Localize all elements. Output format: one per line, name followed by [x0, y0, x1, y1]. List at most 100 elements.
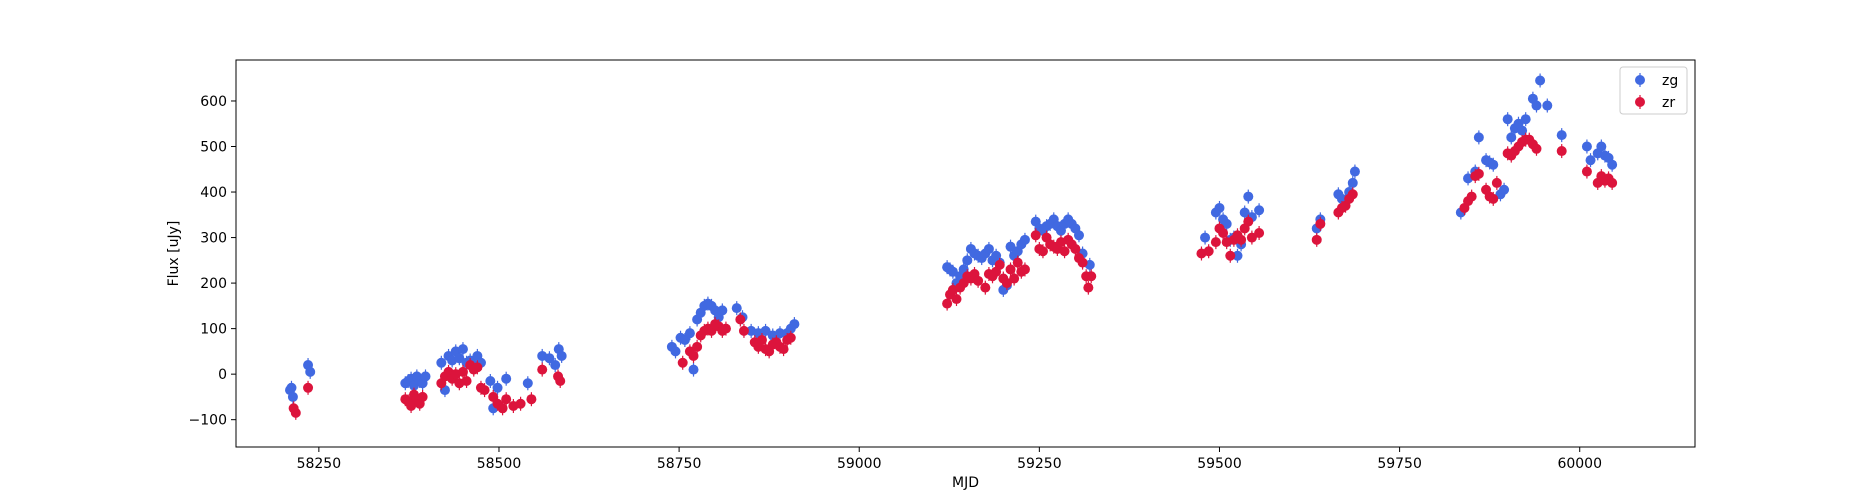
data-point	[472, 362, 483, 373]
data-point	[1218, 228, 1229, 239]
y-tick-label: 100	[200, 322, 227, 338]
series-zr	[288, 132, 1618, 420]
data-point	[555, 375, 566, 386]
data-point	[485, 375, 496, 386]
data-point	[454, 353, 465, 364]
y-tick-label: 600	[200, 94, 227, 110]
legend-label: zg	[1662, 73, 1678, 89]
data-point	[1001, 278, 1012, 289]
x-axis-ticks: 58250 58500 58750 59000 59250 59500 59750 60000	[297, 447, 1602, 472]
data-point	[1520, 114, 1531, 125]
data-point	[461, 375, 472, 386]
data-point	[973, 275, 984, 286]
x-tick-label: 58750	[657, 456, 702, 472]
data-point	[942, 298, 953, 309]
data-point	[1236, 234, 1247, 245]
data-point	[679, 335, 690, 346]
data-point	[774, 328, 785, 339]
data-point	[720, 323, 731, 334]
data-point	[717, 305, 728, 316]
x-tick-label: 58250	[297, 456, 342, 472]
data-point	[526, 394, 537, 405]
data-point	[1491, 177, 1502, 188]
data-point	[994, 259, 1005, 270]
data-point	[1243, 191, 1254, 202]
data-point	[1203, 246, 1214, 257]
data-point	[290, 407, 301, 418]
data-point	[778, 344, 789, 355]
data-point	[417, 391, 428, 402]
data-point	[1502, 114, 1513, 125]
data-point	[1083, 282, 1094, 293]
data-point	[1542, 100, 1553, 111]
legend-marker	[1635, 75, 1645, 85]
data-point	[1232, 250, 1243, 261]
data-point	[303, 382, 314, 393]
x-tick-label: 59000	[837, 456, 882, 472]
data-point	[1009, 273, 1020, 284]
data-point	[1086, 271, 1097, 282]
data-point	[1556, 146, 1567, 157]
data-point	[1473, 132, 1484, 143]
data-point	[1254, 228, 1265, 239]
data-point	[1077, 257, 1088, 268]
data-point	[457, 344, 468, 355]
data-point	[1556, 130, 1567, 141]
data-point	[738, 325, 749, 336]
data-point	[735, 314, 746, 325]
data-point	[1535, 75, 1546, 86]
x-tick-label: 60000	[1557, 456, 1602, 472]
data-point	[670, 346, 681, 357]
data-point	[1585, 155, 1596, 166]
data-point	[1030, 230, 1041, 241]
data-point	[492, 382, 503, 393]
data-point	[1012, 257, 1023, 268]
data-point	[1311, 234, 1322, 245]
data-point	[1488, 159, 1499, 170]
data-point	[556, 350, 567, 361]
y-axis-ticks: −100 0 100 200 300 400 500 600	[189, 94, 236, 429]
data-point	[406, 401, 417, 412]
data-point	[983, 243, 994, 254]
data-point	[287, 391, 298, 402]
data-point	[544, 353, 555, 364]
data-point	[501, 373, 512, 384]
data-point	[1243, 216, 1254, 227]
data-point	[1315, 218, 1326, 229]
x-tick-label: 59500	[1197, 456, 1242, 472]
plot-area-frame	[235, 59, 1696, 448]
data-point	[951, 294, 962, 305]
series-zg	[285, 73, 1618, 416]
data-point	[497, 403, 508, 414]
data-point	[501, 394, 512, 405]
data-point	[760, 325, 771, 336]
data-point	[1037, 246, 1048, 257]
legend-label: zr	[1662, 95, 1675, 111]
data-point	[550, 360, 561, 371]
data-point	[522, 378, 533, 389]
x-tick-label: 58500	[477, 456, 522, 472]
legend-item-zg: zg	[1635, 73, 1678, 89]
data-point	[1239, 207, 1250, 218]
data-point	[785, 332, 796, 343]
data-point	[1005, 241, 1016, 252]
data-point	[537, 364, 548, 375]
y-tick-label: −100	[189, 413, 227, 429]
data-point	[789, 319, 800, 330]
data-point	[515, 398, 526, 409]
data-point	[1473, 168, 1484, 179]
data-point	[1499, 184, 1510, 195]
series-layer	[285, 73, 1618, 420]
y-tick-label: 200	[200, 276, 227, 292]
data-point	[688, 350, 699, 361]
data-point	[1607, 159, 1618, 170]
y-tick-label: 300	[200, 231, 227, 247]
x-tick-label: 59750	[1377, 456, 1422, 472]
data-point	[1488, 193, 1499, 204]
data-point	[692, 341, 703, 352]
data-point	[1200, 232, 1211, 243]
data-point	[1246, 232, 1257, 243]
data-point	[1506, 132, 1517, 143]
data-point	[479, 385, 490, 396]
y-axis-label: Flux [uJy]	[166, 221, 182, 287]
